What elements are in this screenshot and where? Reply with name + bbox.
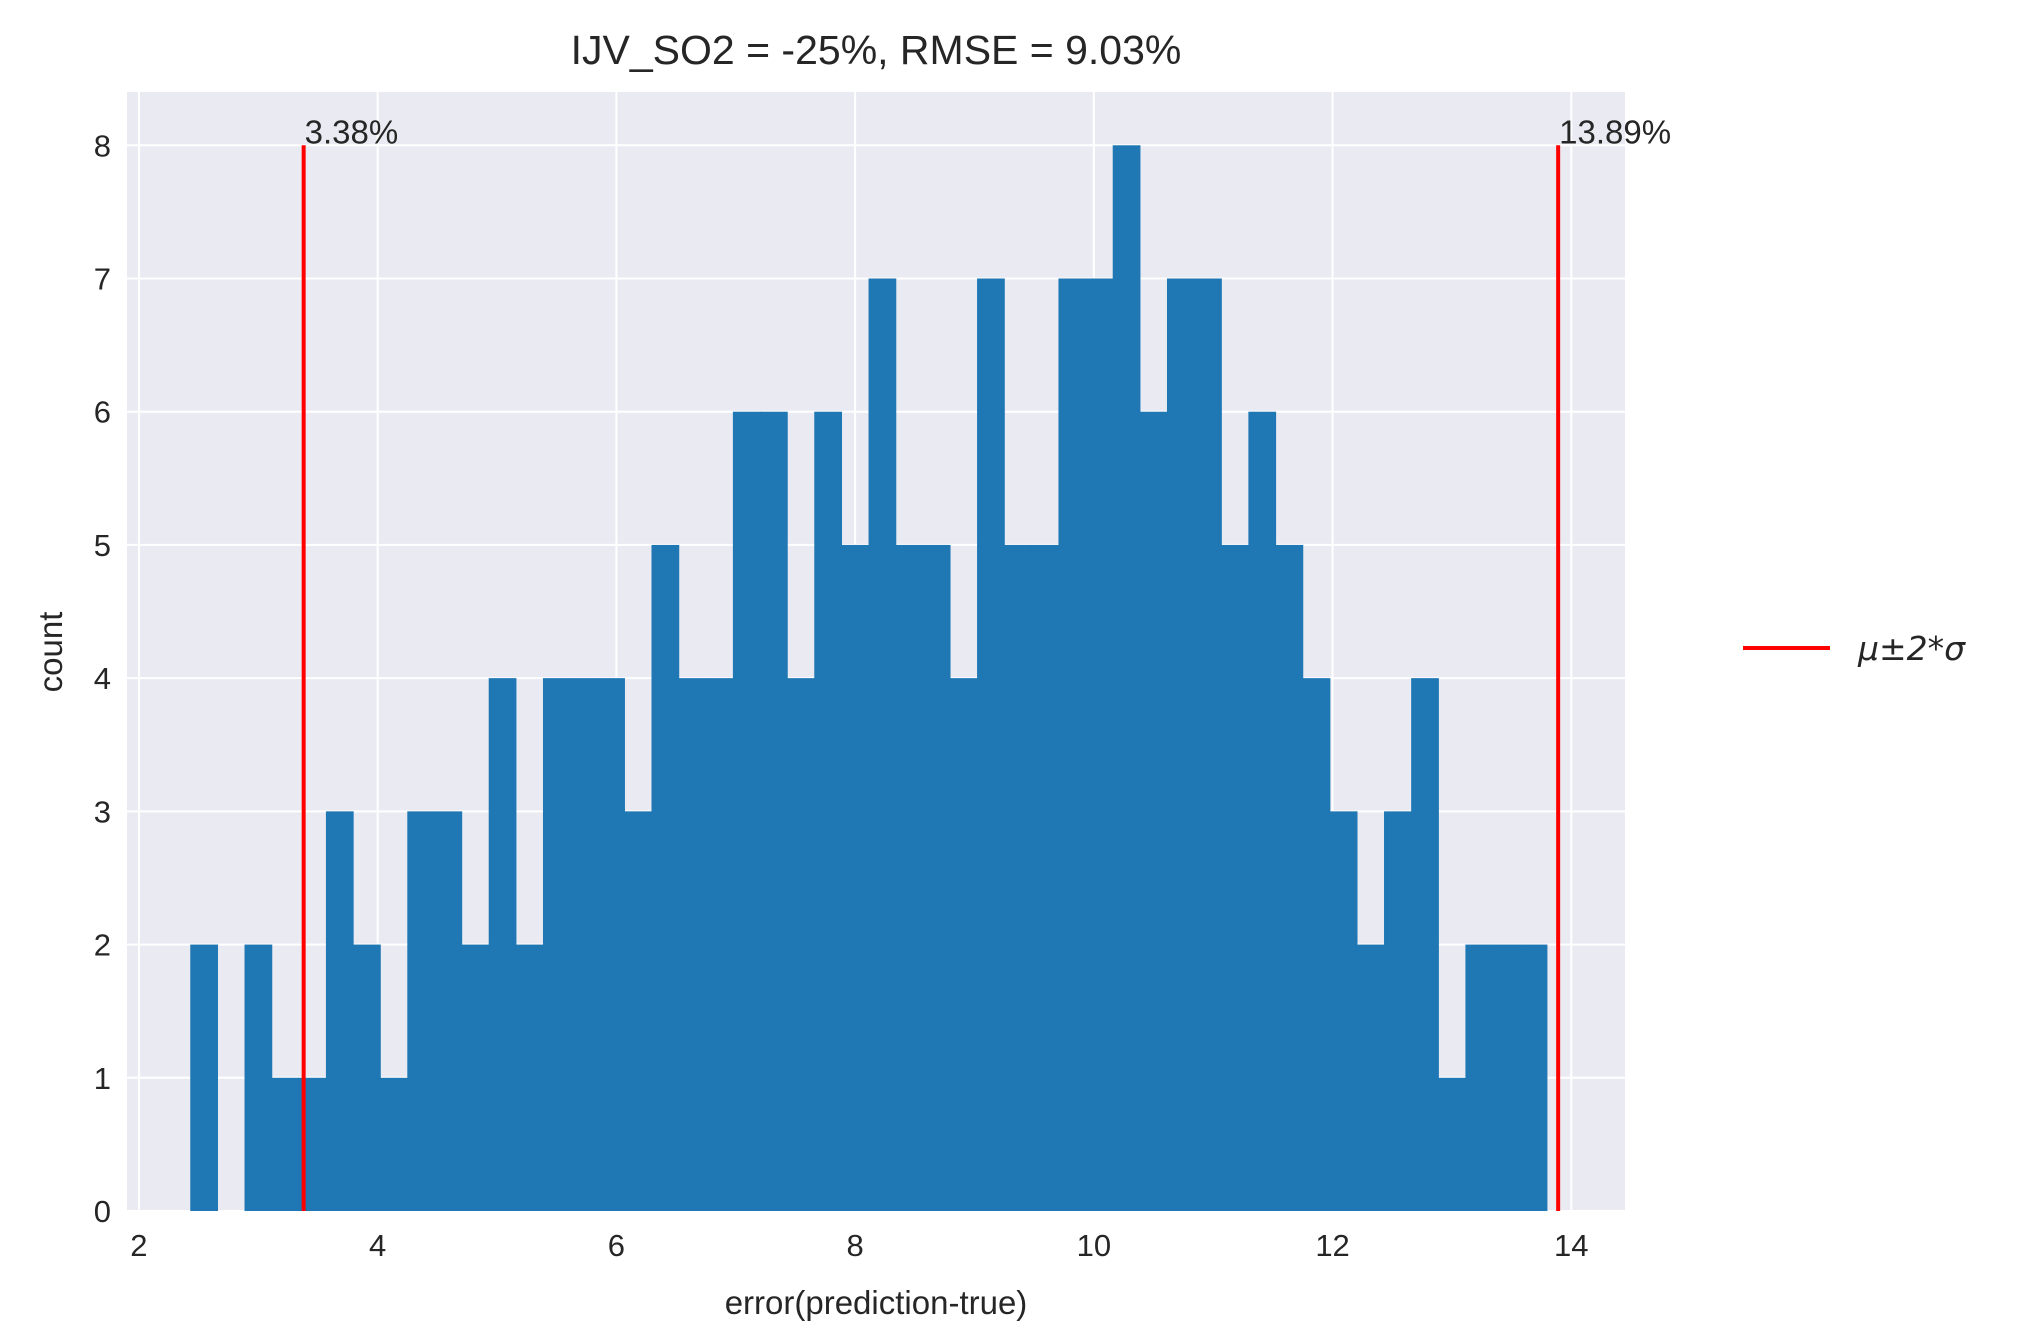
histogram-bar	[190, 944, 218, 1211]
histogram-bar	[1031, 544, 1060, 1211]
histogram-bar	[597, 678, 625, 1211]
histogram-bar	[380, 1077, 408, 1211]
histogram-bar	[868, 278, 897, 1211]
histogram-bar	[271, 1077, 300, 1211]
histogram-bar	[434, 811, 463, 1211]
y-tick-label: 0	[94, 1194, 111, 1229]
histogram-bar	[651, 544, 680, 1211]
histogram-bar	[244, 944, 273, 1211]
histogram-bars	[190, 145, 1548, 1211]
histogram-bar	[895, 544, 924, 1211]
y-tick-label: 1	[94, 1061, 111, 1096]
x-tick-label: 14	[1554, 1228, 1588, 1263]
y-axis-label: count	[32, 612, 69, 693]
reference-line-label: 3.38%	[305, 113, 399, 150]
y-tick-labels: 0 1 2 3 4 5 6 7 8	[94, 128, 111, 1229]
histogram-bar	[1302, 678, 1331, 1211]
histogram-bar	[1411, 678, 1439, 1211]
histogram-bar	[1194, 278, 1222, 1211]
histogram-bar	[760, 411, 788, 1211]
histogram-bar	[1492, 944, 1521, 1211]
histogram-bar	[678, 678, 707, 1211]
histogram-bar	[1221, 544, 1249, 1211]
x-tick-label: 12	[1315, 1228, 1349, 1263]
histogram-bar	[515, 944, 544, 1211]
histogram-bar	[1356, 944, 1385, 1211]
x-tick-label: 2	[130, 1228, 147, 1263]
histogram-bar	[325, 811, 354, 1211]
histogram-bar	[705, 678, 734, 1211]
histogram-bar	[1139, 411, 1168, 1211]
y-tick-label: 5	[94, 528, 111, 563]
chart-title: IJV_SO2 = -25%, RMSE = 9.03%	[571, 27, 1182, 73]
x-tick-label: 4	[369, 1228, 386, 1263]
x-tick-label: 6	[608, 1228, 625, 1263]
histogram-bar	[949, 678, 978, 1211]
x-axis-label: error(prediction-true)	[725, 1284, 1028, 1321]
histogram-bar	[787, 678, 815, 1211]
x-tick-labels: 2 4 6 8 10 12 14	[130, 1228, 1588, 1263]
histogram-bar	[542, 678, 571, 1211]
histogram-bar	[922, 544, 951, 1211]
histogram-bar	[488, 678, 517, 1211]
histogram-bar	[1438, 1077, 1467, 1211]
histogram-bar	[1384, 811, 1412, 1211]
histogram-bar	[1248, 411, 1277, 1211]
y-tick-label: 7	[94, 262, 111, 297]
x-tick-label: 8	[846, 1228, 863, 1263]
y-tick-label: 4	[94, 661, 111, 696]
histogram-bar	[732, 411, 761, 1211]
y-tick-label: 8	[94, 128, 111, 163]
histogram-bar	[1166, 278, 1195, 1211]
histogram-bar	[841, 544, 870, 1211]
y-tick-label: 3	[94, 794, 111, 829]
histogram-bar	[1519, 944, 1548, 1211]
histogram-bar	[1058, 278, 1087, 1211]
x-tick-label: 10	[1077, 1228, 1111, 1263]
histogram-bar	[1112, 145, 1141, 1211]
histogram-bar	[353, 944, 381, 1211]
histogram-bar	[1465, 944, 1494, 1211]
histogram-bar	[624, 811, 653, 1211]
histogram-bar	[570, 678, 598, 1211]
histogram-bar	[977, 278, 1005, 1211]
y-tick-label: 6	[94, 395, 111, 430]
reference-line-label: 13.89%	[1559, 113, 1671, 150]
legend: μ±2*σ	[1743, 629, 1966, 668]
legend-entry-label: μ±2*σ	[1857, 629, 1966, 668]
histogram-bar	[1085, 278, 1114, 1211]
histogram-bar	[1275, 544, 1304, 1211]
histogram-bar	[814, 411, 843, 1211]
histogram-bar	[461, 944, 490, 1211]
histogram-bar	[1329, 811, 1358, 1211]
reference-lines: 3.38% 13.89%	[301, 113, 1671, 1211]
y-tick-label: 2	[94, 928, 111, 963]
histogram-bar	[407, 811, 436, 1211]
histogram-bar	[1004, 544, 1032, 1211]
